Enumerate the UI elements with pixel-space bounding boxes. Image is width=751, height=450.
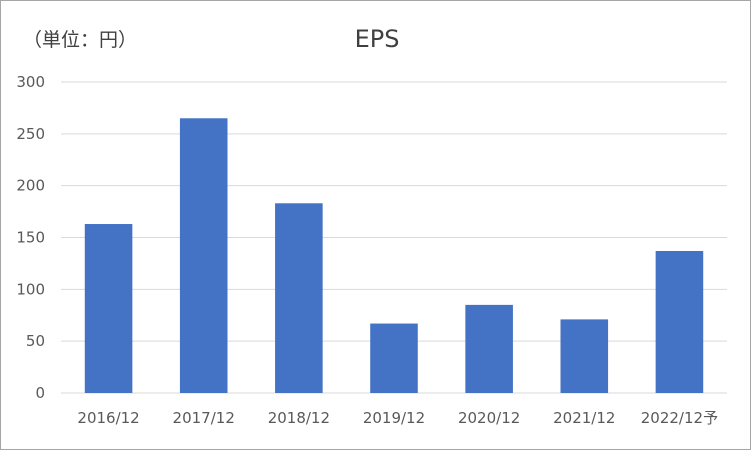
chart-title: EPS xyxy=(355,25,400,53)
bar xyxy=(84,224,133,393)
y-tick-label: 250 xyxy=(16,125,45,143)
x-axis-ticks: 2016/12 2017/12 2018/12 2019/12 2020/12 2021/… xyxy=(77,409,718,427)
bar xyxy=(465,304,513,393)
unit-label: （単位：円） xyxy=(23,29,137,51)
x-tick-label: 2019/12 xyxy=(363,409,425,427)
y-tick-label: 0 xyxy=(35,384,45,402)
bar xyxy=(275,203,323,393)
bar xyxy=(560,319,609,393)
x-tick-label: 2018/12 xyxy=(268,409,330,427)
bar xyxy=(370,323,418,393)
x-tick-label: 2017/12 xyxy=(173,409,235,427)
bars xyxy=(84,118,704,394)
x-tick-label: 2016/12 xyxy=(77,409,139,427)
y-tick-label: 150 xyxy=(16,229,45,247)
y-axis-ticks: 0 50 100 150 200 250 300 xyxy=(16,73,45,402)
y-tick-label: 300 xyxy=(16,73,45,91)
y-tick-label: 100 xyxy=(16,280,45,298)
y-tick-label: 50 xyxy=(26,332,45,350)
bar xyxy=(179,118,228,394)
gridlines xyxy=(61,81,727,394)
x-tick-label: 2022/12予 xyxy=(641,409,718,427)
x-tick-label: 2020/12 xyxy=(458,409,520,427)
bar xyxy=(655,250,704,393)
x-tick-label: 2021/12 xyxy=(553,409,615,427)
y-tick-label: 200 xyxy=(16,177,45,195)
